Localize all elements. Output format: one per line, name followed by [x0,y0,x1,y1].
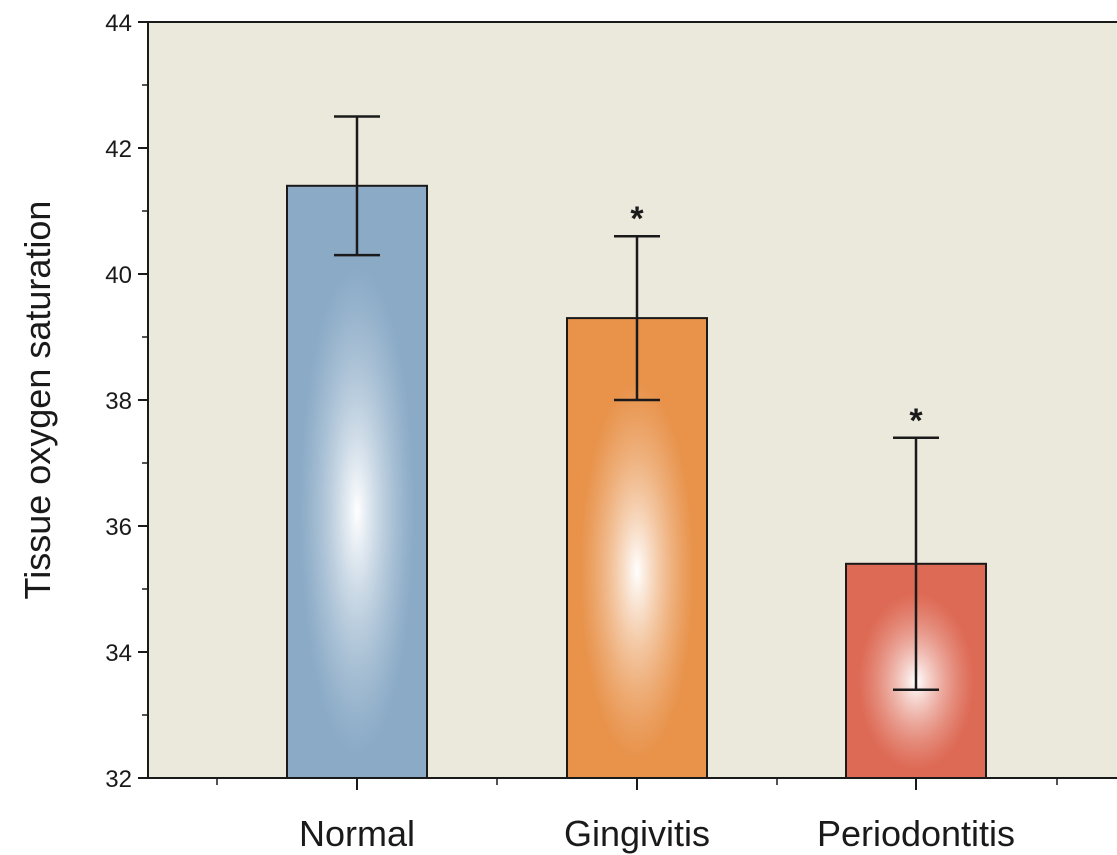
x-tick-label-periodontitis: Periodontitis [817,813,1015,854]
y-axis-title: Tissue oxygen saturation [17,201,58,600]
y-tick-label-32: 32 [105,766,132,793]
y-tick-label-36: 36 [105,514,132,541]
x-ticks-group: Normal Gingivitis Periodontitis [216,778,1058,854]
y-tick-label-44: 44 [105,10,132,37]
bars-group [286,184,987,780]
significance-marker-gingivitis: * [630,200,644,238]
significance-group: ** [630,200,923,440]
significance-marker-periodontitis: * [909,402,923,440]
error-bars-group [334,115,939,692]
y-ticks-group: 32 34 36 38 40 42 44 [105,10,148,793]
x-tick-label-gingivitis: Gingivitis [564,813,710,854]
x-tick-label-normal: Normal [299,813,415,854]
y-tick-label-34: 34 [105,640,132,667]
y-tick-label-42: 42 [105,136,132,163]
y-tick-label-38: 38 [105,388,132,415]
y-tick-label-40: 40 [105,262,132,289]
bar-shading-normal [287,185,427,779]
